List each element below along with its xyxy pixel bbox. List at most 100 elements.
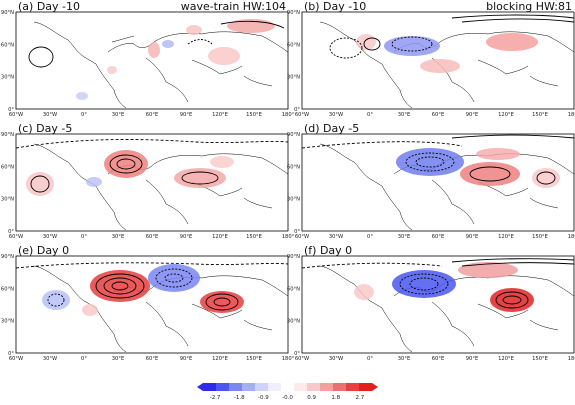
- panel-title: (a) Day -10: [18, 0, 80, 13]
- lat-tick-label: 0°: [8, 229, 14, 235]
- lon-tick-label: 30°E: [112, 112, 124, 118]
- lon-tick-label: 120°E: [498, 234, 514, 240]
- lat-tick-label: 90°N: [1, 10, 14, 16]
- lat-tick-label: 30°N: [287, 197, 300, 203]
- colorbar-tick-label: -1.8: [234, 395, 245, 401]
- lon-tick-label: 30°E: [112, 234, 124, 240]
- panel-title: (c) Day -5: [18, 122, 72, 135]
- panel-b: (b) Day -10 blocking HW:81: [301, 0, 575, 110]
- panel-title: (d) Day -5: [304, 122, 359, 135]
- lat-tick-label: 30°N: [1, 197, 14, 203]
- lon-tick-label: 120°E: [498, 356, 514, 362]
- lon-tick-label: 60°W: [295, 112, 309, 118]
- lon-tick-label: 180°: [568, 356, 575, 362]
- panel-title: (b) Day -10: [304, 0, 366, 13]
- lon-tick-label: 0°: [81, 112, 87, 118]
- lon-tick-label: 180°: [282, 356, 295, 362]
- lon-tick-label: 30°W: [329, 112, 343, 118]
- colorbar-cell: [307, 383, 321, 391]
- colorbar: -2.7 -1.8 -0.9 -0.0 0.9 1.8 2.7: [197, 383, 378, 401]
- lon-tick-label: 60°E: [146, 112, 158, 118]
- colorbar-tick-label: 2.7: [356, 395, 365, 401]
- lon-tick-label: 90°E: [180, 234, 192, 240]
- lon-tick-label: 120°E: [212, 234, 228, 240]
- lon-tick-label: 90°E: [466, 112, 478, 118]
- colorbar-cell: [333, 383, 347, 391]
- lat-tick-label: 0°: [294, 229, 300, 235]
- panel-title: (e) Day 0: [18, 244, 69, 257]
- lon-tick-label: 30°E: [112, 356, 124, 362]
- lon-tick-label: 120°E: [212, 356, 228, 362]
- coastline: [319, 265, 575, 353]
- lon-tick-label: 180°: [282, 112, 295, 118]
- colorbar-cell: [346, 383, 360, 391]
- lat-tick-label: 0°: [294, 351, 300, 357]
- panel-title: (f) Day 0: [304, 244, 352, 257]
- lat-tick-label: 90°N: [287, 254, 300, 260]
- lat-tick-label: 60°N: [1, 42, 14, 48]
- lon-tick-label: 30°W: [43, 356, 57, 362]
- lon-tick-label: 60°E: [432, 112, 444, 118]
- lon-tick-label: 60°E: [146, 234, 158, 240]
- lon-tick-label: 30°W: [329, 356, 343, 362]
- lon-tick-label: 30°W: [43, 112, 57, 118]
- colorbar-left-arrow: [197, 383, 203, 391]
- colorbar-cell: [203, 383, 217, 391]
- lat-tick-label: 30°N: [287, 319, 300, 325]
- colorbar-tick-label: -0.0: [282, 395, 293, 401]
- lon-tick-label: 0°: [367, 112, 373, 118]
- lon-tick-label: 150°E: [246, 112, 262, 118]
- lat-tick-label: 0°: [8, 351, 14, 357]
- lon-tick-label: 0°: [367, 356, 373, 362]
- lon-tick-label: 60°E: [146, 356, 158, 362]
- panel-right-label: wave-train HW:104: [181, 0, 286, 13]
- lon-tick-label: 60°W: [9, 112, 23, 118]
- axis-ticks: 60°W 30°W 0° 30°E 60°E 90°E 120°E 150°E 180°0°30…: [1, 10, 575, 362]
- lon-tick-label: 150°E: [246, 356, 262, 362]
- panel-e: (e) Day 0: [15, 244, 289, 354]
- colorbar-cell: [216, 383, 230, 391]
- lon-tick-label: 60°W: [295, 234, 309, 240]
- lon-tick-label: 90°E: [466, 234, 478, 240]
- lon-tick-label: 120°E: [498, 112, 514, 118]
- lat-tick-label: 0°: [8, 107, 14, 113]
- lat-tick-label: 60°N: [287, 164, 300, 170]
- lat-tick-label: 90°N: [287, 10, 300, 16]
- coastline: [319, 143, 575, 231]
- panel-c: (c) Day -5: [15, 122, 289, 232]
- panel-frame: [301, 255, 575, 354]
- lon-tick-label: 180°: [568, 234, 575, 240]
- lon-tick-label: 180°: [568, 112, 575, 118]
- colorbar-cell: [242, 383, 256, 391]
- lat-tick-label: 90°N: [287, 132, 300, 138]
- colorbar-tick-label: 1.8: [331, 395, 340, 401]
- lon-tick-label: 150°E: [532, 234, 548, 240]
- lon-tick-label: 30°E: [398, 234, 410, 240]
- lon-tick-label: 90°E: [180, 356, 192, 362]
- lat-tick-label: 0°: [294, 107, 300, 113]
- lon-tick-label: 30°W: [329, 234, 343, 240]
- lon-tick-label: 90°E: [466, 356, 478, 362]
- colorbar-tick-label: -0.9: [258, 395, 269, 401]
- lat-tick-label: 60°N: [1, 164, 14, 170]
- panel-frame: [15, 133, 289, 232]
- coastline: [33, 21, 289, 109]
- lon-tick-label: 30°E: [398, 112, 410, 118]
- lat-tick-label: 60°N: [287, 42, 300, 48]
- lat-tick-label: 30°N: [287, 75, 300, 81]
- panel-f: (f) Day 0: [301, 244, 575, 354]
- lon-tick-label: 150°E: [532, 112, 548, 118]
- lon-tick-label: 180°: [282, 234, 295, 240]
- lon-tick-label: 60°W: [9, 356, 23, 362]
- lon-tick-label: 0°: [81, 356, 87, 362]
- lon-tick-label: 120°E: [212, 112, 228, 118]
- lon-tick-label: 0°: [81, 234, 87, 240]
- lat-tick-label: 90°N: [1, 132, 14, 138]
- lon-tick-label: 60°E: [432, 356, 444, 362]
- colorbar-tick-label: 0.9: [307, 395, 316, 401]
- lat-tick-label: 60°N: [287, 286, 300, 292]
- lat-tick-label: 60°N: [1, 286, 14, 292]
- lon-tick-label: 30°W: [43, 234, 57, 240]
- lat-tick-label: 90°N: [1, 254, 14, 260]
